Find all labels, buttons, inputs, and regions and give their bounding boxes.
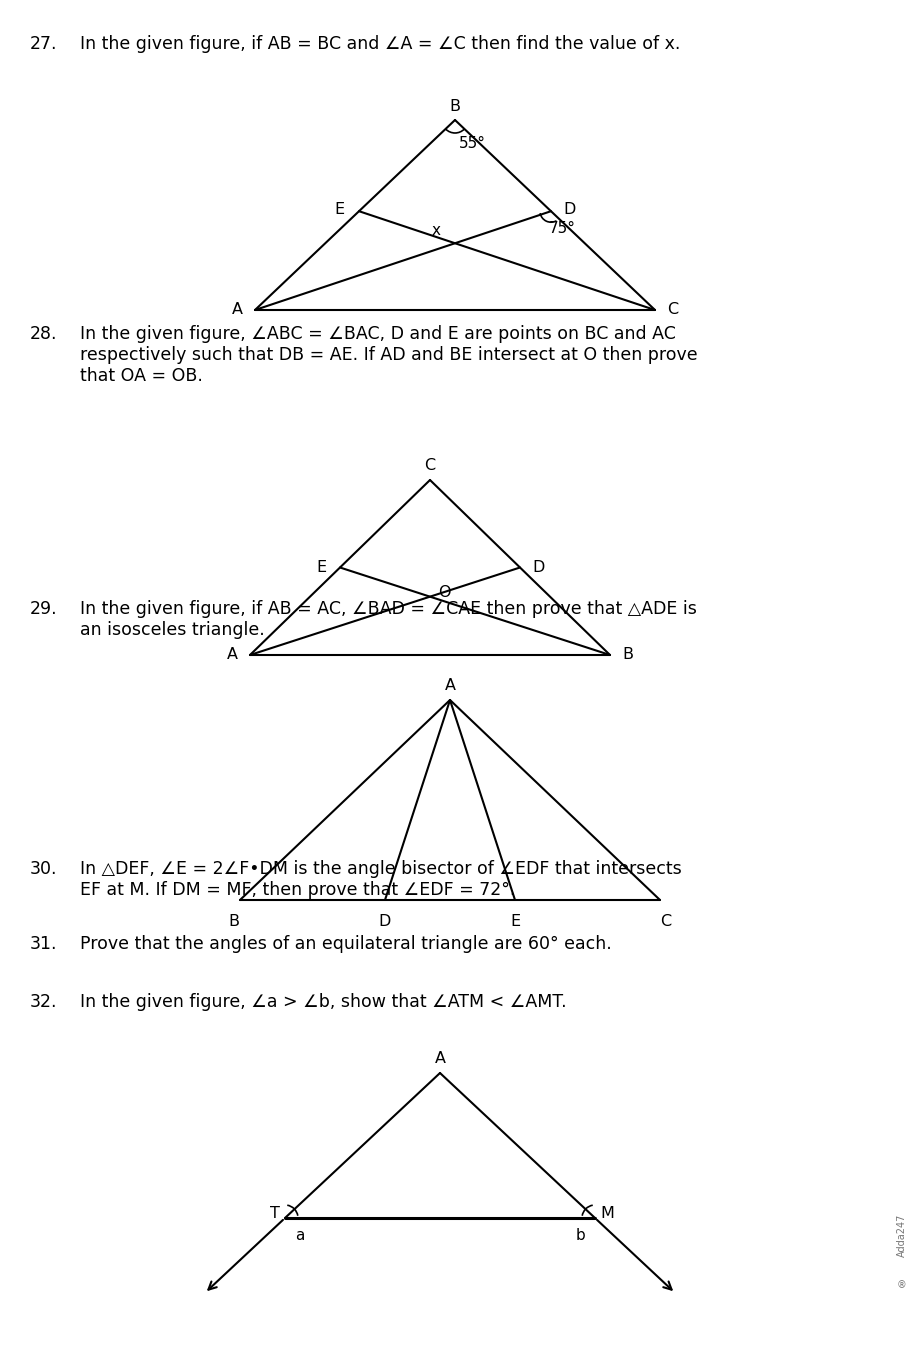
Text: A: A (227, 648, 238, 663)
Text: E: E (509, 915, 519, 930)
Text: A: A (444, 678, 455, 692)
Text: In the given figure, ∠a > ∠b, show that ∠ATM < ∠AMT.: In the given figure, ∠a > ∠b, show that … (80, 993, 566, 1011)
Text: 28.: 28. (30, 325, 58, 343)
Text: A: A (434, 1051, 445, 1066)
Text: In the given figure, ∠ABC = ∠BAC, D and E are points on BC and AC
respectively s: In the given figure, ∠ABC = ∠BAC, D and … (80, 325, 697, 385)
Text: 30.: 30. (30, 860, 58, 878)
Text: 55°: 55° (459, 136, 485, 150)
Text: B: B (228, 915, 239, 930)
Text: D: D (531, 560, 544, 575)
Text: C: C (424, 458, 435, 473)
Text: b: b (574, 1228, 584, 1243)
Text: In the given figure, if AB = AC, ∠BAD = ∠CAE then prove that △ADE is
an isoscele: In the given figure, if AB = AC, ∠BAD = … (80, 600, 696, 638)
Text: C: C (660, 915, 671, 930)
Text: T: T (270, 1206, 279, 1221)
Text: E: E (335, 202, 345, 217)
Text: In △DEF, ∠E = 2∠F•DM is the angle bisector of ∠EDF that intersects
EF at M. If D: In △DEF, ∠E = 2∠F•DM is the angle bisect… (80, 860, 681, 898)
Text: M: M (599, 1206, 613, 1221)
Text: C: C (666, 302, 677, 317)
Text: 29.: 29. (30, 600, 58, 618)
Text: Adda247: Adda247 (896, 1213, 906, 1256)
Text: O: O (437, 585, 450, 600)
Text: x: x (432, 224, 440, 238)
Text: E: E (315, 560, 325, 575)
Text: B: B (449, 99, 460, 114)
Text: ®: ® (896, 1280, 906, 1290)
Text: D: D (379, 915, 391, 930)
Text: Prove that the angles of an equilateral triangle are 60° each.: Prove that the angles of an equilateral … (80, 935, 611, 953)
Text: B: B (621, 648, 632, 663)
Text: A: A (232, 302, 243, 317)
Text: 27.: 27. (30, 35, 58, 53)
Text: a: a (295, 1228, 304, 1243)
Text: In the given figure, if AB = BC and ∠A = ∠C then find the value of x.: In the given figure, if AB = BC and ∠A =… (80, 35, 680, 53)
Text: 31.: 31. (30, 935, 58, 953)
Text: D: D (562, 202, 574, 217)
Text: 32.: 32. (30, 993, 58, 1011)
Text: 75°: 75° (549, 221, 575, 236)
